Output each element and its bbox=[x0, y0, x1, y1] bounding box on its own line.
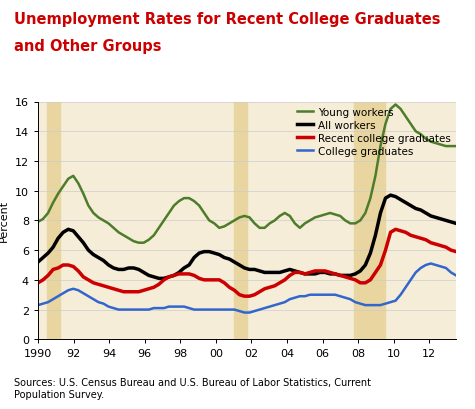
Bar bbox=[234, 102, 247, 339]
Young workers bbox=[40, 217, 46, 222]
Text: Sources: U.S. Census Bureau and U.S. Bureau of Labor Statistics, Current
Populat: Sources: U.S. Census Bureau and U.S. Bur… bbox=[14, 377, 371, 399]
Line: Young workers: Young workers bbox=[38, 105, 456, 243]
Recent college graduates bbox=[242, 294, 247, 299]
Young workers bbox=[227, 221, 232, 226]
Young workers bbox=[247, 216, 252, 220]
Young workers bbox=[453, 144, 459, 149]
College graduates bbox=[35, 303, 41, 308]
Recent college graduates bbox=[60, 263, 66, 268]
Young workers bbox=[393, 103, 399, 108]
All workers bbox=[358, 269, 363, 274]
Young workers bbox=[136, 240, 142, 245]
All workers bbox=[40, 256, 46, 261]
College graduates bbox=[221, 308, 227, 312]
Recent college graduates bbox=[378, 263, 383, 268]
Text: Unemployment Rates for Recent College Graduates: Unemployment Rates for Recent College Gr… bbox=[14, 12, 441, 27]
Young workers bbox=[35, 220, 41, 225]
College graduates bbox=[40, 301, 46, 306]
Recent college graduates bbox=[35, 281, 41, 285]
All workers bbox=[35, 260, 41, 265]
Recent college graduates bbox=[40, 278, 46, 283]
Text: and Other Groups: and Other Groups bbox=[14, 39, 162, 54]
Bar bbox=[47, 102, 60, 339]
Line: All workers: All workers bbox=[38, 196, 456, 279]
College graduates bbox=[378, 303, 383, 308]
All workers bbox=[156, 276, 162, 281]
College graduates bbox=[247, 310, 252, 315]
College graduates bbox=[453, 273, 459, 278]
Young workers bbox=[60, 184, 66, 189]
Recent college graduates bbox=[453, 249, 459, 254]
Young workers bbox=[358, 218, 363, 223]
Recent college graduates bbox=[221, 281, 227, 285]
Recent college graduates bbox=[358, 281, 363, 285]
All workers bbox=[378, 211, 383, 216]
All workers bbox=[453, 221, 459, 226]
College graduates bbox=[242, 310, 247, 315]
College graduates bbox=[358, 301, 363, 306]
College graduates bbox=[428, 261, 434, 266]
Legend: Young workers, All workers, Recent college graduates, College graduates: Young workers, All workers, Recent colle… bbox=[297, 108, 451, 157]
All workers bbox=[247, 267, 252, 272]
Bar bbox=[354, 102, 385, 339]
Line: College graduates: College graduates bbox=[38, 264, 456, 313]
Y-axis label: Percent: Percent bbox=[0, 200, 10, 242]
Young workers bbox=[378, 144, 383, 149]
All workers bbox=[388, 193, 393, 198]
College graduates bbox=[60, 291, 66, 296]
Recent college graduates bbox=[247, 294, 252, 299]
Recent college graduates bbox=[393, 227, 399, 232]
All workers bbox=[227, 257, 232, 262]
All workers bbox=[60, 230, 66, 235]
Line: Recent college graduates: Recent college graduates bbox=[38, 230, 456, 297]
